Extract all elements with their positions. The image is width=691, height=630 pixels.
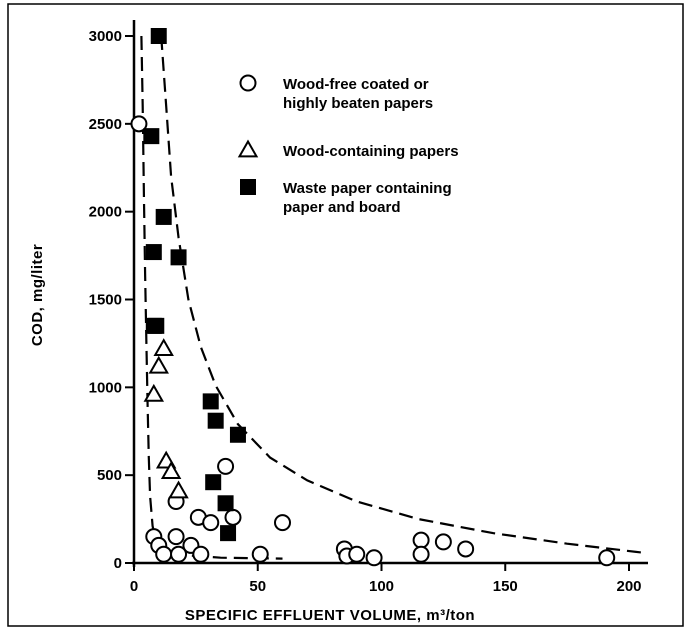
circle-data-point — [251, 545, 269, 563]
square-data-point — [207, 412, 224, 429]
plot-frame — [7, 3, 684, 627]
y-tick-label: 1500 — [89, 292, 122, 309]
circle-data-point — [434, 533, 452, 551]
circle-data-point — [274, 514, 291, 532]
x-tick-label: 150 — [493, 578, 518, 595]
x-tick-label: 0 — [130, 578, 138, 595]
x-tick-label: 200 — [616, 578, 641, 595]
legend-triangle-icon — [237, 139, 259, 158]
circle-data-point — [170, 545, 188, 563]
circle-data-point — [155, 545, 173, 563]
square-data-point — [145, 244, 162, 261]
circle-data-point — [457, 540, 475, 558]
triangle-data-point — [148, 355, 169, 374]
legend-entry-label: Waste paper containing — [283, 180, 452, 197]
x-tick-label: 50 — [249, 578, 266, 595]
square-data-point — [229, 426, 246, 443]
circle-data-point — [365, 549, 383, 567]
circle-data-point — [224, 508, 242, 526]
square-data-point — [150, 28, 167, 44]
triangle-data-point — [153, 338, 174, 357]
square-data-point — [170, 249, 187, 266]
legend-circle-icon — [239, 74, 257, 92]
circle-data-point — [130, 115, 148, 133]
x-axis-title: SPECIFIC EFFLUENT VOLUME, m³/ton — [185, 607, 475, 624]
square-data-point — [202, 393, 219, 410]
square-data-point — [155, 208, 172, 225]
legend-entry-label: highly beaten papers — [283, 95, 433, 112]
data-markers — [130, 28, 616, 567]
square-data-point — [148, 317, 165, 334]
y-tick-label: 1000 — [89, 379, 122, 396]
square-data-point — [217, 495, 234, 512]
triangle-data-point — [143, 383, 165, 402]
circle-data-point — [202, 514, 220, 532]
legend-entry-label: Wood-free coated or — [283, 76, 429, 93]
circle-data-point — [598, 549, 616, 567]
y-tick-label: 2000 — [89, 204, 122, 221]
legend-entry-label: paper and board — [283, 199, 401, 216]
envelope-curve-1 — [160, 35, 642, 554]
triangle-data-point — [160, 461, 182, 480]
axes-group: 0 500 1000 1500 2000 2500 3000 0 50 100 150 200 — [89, 20, 648, 595]
y-tick-label: 3000 — [89, 28, 122, 45]
y-axis-title: COD, mg/liter — [29, 244, 46, 346]
circle-data-point — [348, 545, 366, 563]
square-data-point — [143, 128, 160, 145]
legend-square-icon — [240, 179, 256, 195]
y-tick-label: 500 — [97, 467, 122, 484]
square-data-point — [220, 525, 237, 542]
y-tick-label: 2500 — [89, 116, 122, 133]
circle-data-point — [167, 528, 185, 546]
circle-data-point — [412, 545, 430, 563]
square-data-point — [205, 474, 222, 491]
circle-data-point — [192, 545, 210, 563]
legend: Wood-free coated or highly beaten papers W… — [237, 74, 459, 216]
y-tick-label: 0 — [114, 555, 122, 572]
x-tick-label: 100 — [369, 578, 394, 595]
circle-data-point — [217, 457, 235, 475]
legend-entry-label: Wood-containing papers — [283, 143, 459, 160]
circle-data-point — [412, 531, 430, 549]
triangle-data-point — [168, 480, 189, 499]
